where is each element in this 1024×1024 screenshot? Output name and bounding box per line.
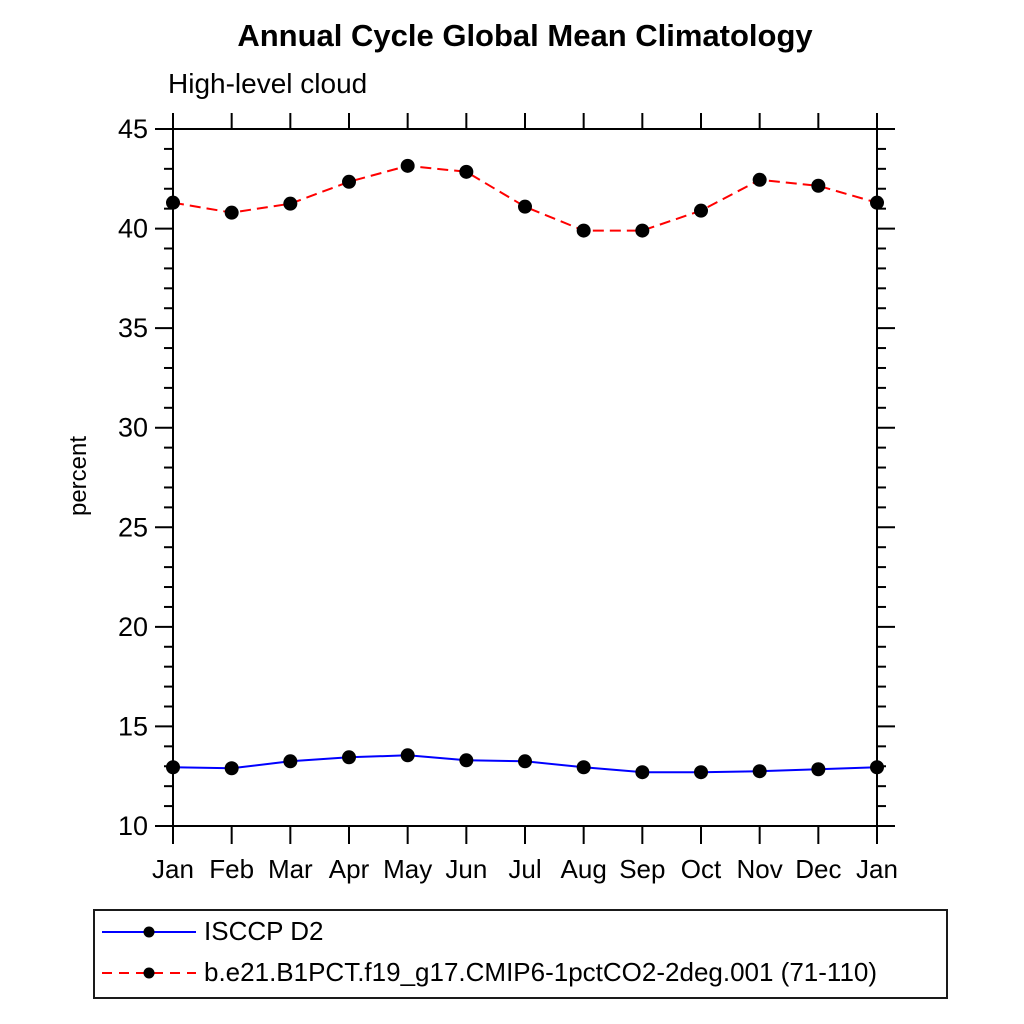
plot-frame <box>172 128 878 827</box>
legend-box: ISCCP D2 b.e21.B1PCT.f19_g17.CMIP6-1pctC… <box>93 909 948 999</box>
data-point-marker <box>518 754 532 769</box>
x-tick-label: Aug <box>561 854 607 884</box>
data-point-marker <box>752 764 767 779</box>
data-point-marker <box>166 760 180 775</box>
legend-line-sample-dashed-icon <box>102 967 196 978</box>
y-tick-label: 40 <box>118 214 148 244</box>
data-point-marker <box>635 765 650 780</box>
legend-entry-isccp: ISCCP D2 <box>95 911 946 952</box>
data-point-marker <box>694 765 708 780</box>
data-point-marker <box>870 195 884 210</box>
data-point-marker <box>400 748 415 763</box>
legend-entry-model: b.e21.B1PCT.f19_g17.CMIP6-1pctCO2-2deg.0… <box>95 952 946 993</box>
y-tick-label: 30 <box>118 413 148 443</box>
x-tick-label: Dec <box>795 854 841 884</box>
x-tick-label: Mar <box>268 854 313 884</box>
y-tick-label: 25 <box>118 512 148 542</box>
x-tick-label: Apr <box>329 854 370 884</box>
data-point-marker <box>576 223 591 238</box>
data-point-marker <box>694 203 708 218</box>
data-point-marker <box>459 164 474 179</box>
data-point-marker <box>459 753 474 768</box>
y-tick-label: 20 <box>118 612 148 642</box>
legend-line-sample-solid-icon <box>102 926 196 937</box>
data-point-marker <box>342 174 356 189</box>
data-point-marker <box>635 223 650 238</box>
x-tick-label: May <box>383 854 432 884</box>
data-point-marker <box>752 172 767 187</box>
chart-title: Annual Cycle Global Mean Climatology <box>237 18 813 53</box>
data-point-marker <box>283 196 298 211</box>
y-tick-label: 35 <box>118 313 148 343</box>
y-tick-label: 10 <box>118 811 148 841</box>
x-tick-label: Jan <box>152 854 194 884</box>
x-tick-label: Feb <box>209 854 254 884</box>
x-tick-label: Sep <box>619 854 665 884</box>
series-line-1 <box>172 164 878 232</box>
data-point-marker <box>224 761 239 776</box>
x-tick-label: Jul <box>508 854 541 884</box>
data-point-marker <box>870 760 884 775</box>
y-tick-label: 15 <box>118 711 148 741</box>
chart-subtitle: High-level cloud <box>168 68 368 99</box>
x-tick-label: Oct <box>681 854 722 884</box>
data-point-marker <box>283 754 298 769</box>
x-tick-label: Nov <box>737 854 783 884</box>
data-point-marker <box>400 158 415 173</box>
legend-label-model: b.e21.B1PCT.f19_g17.CMIP6-1pctCO2-2deg.0… <box>204 957 878 987</box>
data-point-marker <box>518 199 532 214</box>
x-tick-label: Jun <box>445 854 487 884</box>
data-point-marker <box>166 195 180 210</box>
data-point-marker <box>811 762 826 777</box>
data-point-marker <box>224 205 239 220</box>
data-point-marker <box>811 178 826 193</box>
data-point-marker <box>342 750 356 765</box>
data-point-marker <box>576 760 591 775</box>
x-tick-label: Jan <box>856 854 898 884</box>
y-tick-label: 45 <box>118 114 148 144</box>
legend-label-isccp: ISCCP D2 <box>204 916 324 946</box>
